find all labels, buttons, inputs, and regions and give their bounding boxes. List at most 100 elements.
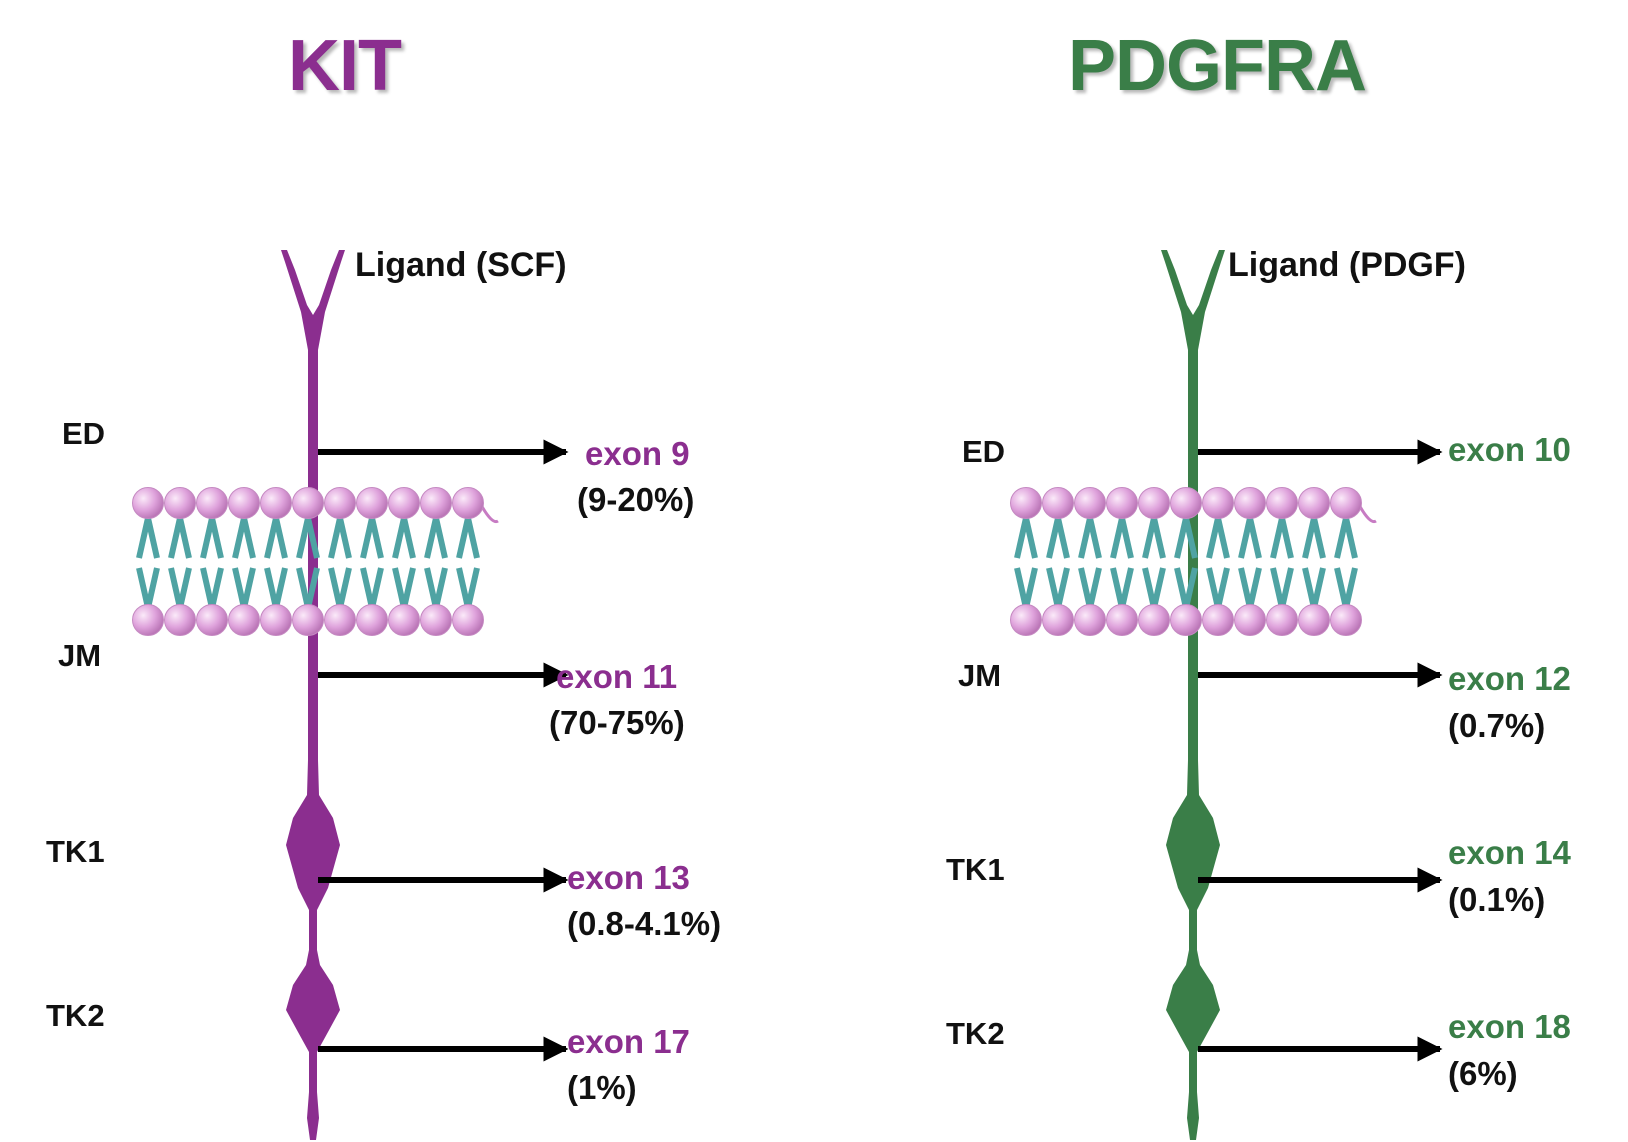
kit-exon-frequency: (1%) <box>567 1069 637 1106</box>
kit-exon-frequency: (0.8-4.1%) <box>567 905 722 942</box>
lipid-chain-upper <box>1270 517 1294 559</box>
lipid-chain-upper <box>1142 517 1166 559</box>
lipid-chain-upper <box>392 517 416 559</box>
lipid-chain-lower <box>1302 567 1326 609</box>
lipid-head-upper <box>132 487 164 519</box>
pdgfra-domain-tk1: TK1 <box>946 852 1005 887</box>
lipid-head-lower <box>164 604 196 636</box>
lipid-chain-lower <box>1078 567 1102 609</box>
pdgfra-exon-frequency: (0.1%) <box>1448 881 1546 918</box>
lipid-chain-upper <box>424 517 448 559</box>
lipid-chain-upper <box>1302 517 1326 559</box>
lipid-chain-upper <box>360 517 384 559</box>
lipid-chain-lower <box>232 567 256 609</box>
kit-exon-label: exon 9 <box>585 435 690 472</box>
lipid-head-lower <box>388 604 420 636</box>
lipid-head-upper <box>1266 487 1298 519</box>
lipid-chain-upper <box>1238 517 1262 559</box>
pdgfra-domain-jm: JM <box>958 658 1002 693</box>
pdgfra-receptor-drawing <box>1010 250 1443 1140</box>
lipid-head-lower <box>452 604 484 636</box>
lipid-head-lower <box>1074 604 1106 636</box>
lipid-head-upper <box>356 487 388 519</box>
lipid-chain-lower <box>456 567 480 609</box>
lipid-chain-upper <box>1046 517 1070 559</box>
lipid-head-upper <box>388 487 420 519</box>
lipid-head-upper <box>324 487 356 519</box>
kit-domain-tk2: TK2 <box>46 998 105 1033</box>
lipid-head-lower <box>1170 604 1202 636</box>
lipid-head-upper <box>1170 487 1202 519</box>
lipid-head-lower <box>420 604 452 636</box>
lipid-head-upper <box>452 487 484 519</box>
lipid-chain-lower <box>136 567 160 609</box>
lipid-head-lower <box>1042 604 1074 636</box>
lipid-head-upper <box>1298 487 1330 519</box>
lipid-head-lower <box>324 604 356 636</box>
lipid-head-upper <box>292 487 324 519</box>
lipid-chain-lower <box>392 567 416 609</box>
pdgfra-exon-label: exon 10 <box>1448 431 1571 468</box>
lipid-head-lower <box>260 604 292 636</box>
pdgfra-exon-label: exon 18 <box>1448 1008 1571 1045</box>
lipid-chain-upper <box>1014 517 1038 559</box>
lipid-chain-lower <box>1334 567 1358 609</box>
pdgfra-title: PDGFRA <box>1068 26 1367 106</box>
lipid-chain-lower <box>1238 567 1262 609</box>
kit-title: KIT <box>288 26 402 106</box>
lipid-head-upper <box>228 487 260 519</box>
lipid-head-lower <box>132 604 164 636</box>
kit-exon-frequency: (70-75%) <box>549 704 685 741</box>
pdgfra-membrane <box>1010 487 1377 636</box>
lipid-head-lower <box>1202 604 1234 636</box>
kit-exon-frequency: (9-20%) <box>577 481 695 518</box>
lipid-chain-upper <box>1110 517 1134 559</box>
pdgfra-receptor-body <box>1161 250 1225 1140</box>
pdgfra-exon-label: exon 14 <box>1448 834 1571 871</box>
lipid-head-upper <box>1138 487 1170 519</box>
pdgfra-domain-tk2: TK2 <box>946 1016 1005 1051</box>
lipid-chain-upper <box>1206 517 1230 559</box>
lipid-head-upper <box>260 487 292 519</box>
lipid-chain-upper <box>328 517 352 559</box>
kit-receptor-body <box>281 250 345 1140</box>
lipid-chain-lower <box>1110 567 1134 609</box>
lipid-head-lower <box>1330 604 1362 636</box>
lipid-head-lower <box>196 604 228 636</box>
lipid-head-lower <box>1298 604 1330 636</box>
pdgfra-exon-frequency: (0.7%) <box>1448 707 1546 744</box>
lipid-head-upper <box>420 487 452 519</box>
lipid-head-lower <box>1010 604 1042 636</box>
kit-receptor-drawing <box>132 250 569 1140</box>
lipid-head-lower <box>1138 604 1170 636</box>
lipid-chain-upper <box>168 517 192 559</box>
lipid-head-upper <box>164 487 196 519</box>
lipid-chain-lower <box>1270 567 1294 609</box>
kit-membrane <box>132 487 499 636</box>
lipid-chain-upper <box>264 517 288 559</box>
lipid-chain-upper <box>1078 517 1102 559</box>
lipid-chain-lower <box>360 567 384 609</box>
lipid-head-upper <box>1074 487 1106 519</box>
lipid-chain-upper <box>1334 517 1358 559</box>
lipid-head-upper <box>1010 487 1042 519</box>
kit-exon-label: exon 17 <box>567 1023 690 1060</box>
lipid-chain-lower <box>168 567 192 609</box>
lipid-head-upper <box>1042 487 1074 519</box>
lipid-chain-upper <box>232 517 256 559</box>
lipid-chain-lower <box>1046 567 1070 609</box>
kit-domain-jm: JM <box>58 638 102 673</box>
pdgfra-exon-label: exon 12 <box>1448 660 1571 697</box>
lipid-chain-lower <box>200 567 224 609</box>
lipid-head-lower <box>356 604 388 636</box>
kit-domain-ed: ED <box>62 416 106 451</box>
kit-domain-tk1: TK1 <box>46 834 105 869</box>
lipid-head-lower <box>292 604 324 636</box>
pdgfra-domain-ed: ED <box>962 434 1006 469</box>
pdgfra-ligand-label: Ligand (PDGF) <box>1228 246 1466 284</box>
kit-ligand-label: Ligand (SCF) <box>355 246 567 284</box>
lipid-head-lower <box>228 604 260 636</box>
lipid-chain-upper <box>136 517 160 559</box>
lipid-head-upper <box>1234 487 1266 519</box>
